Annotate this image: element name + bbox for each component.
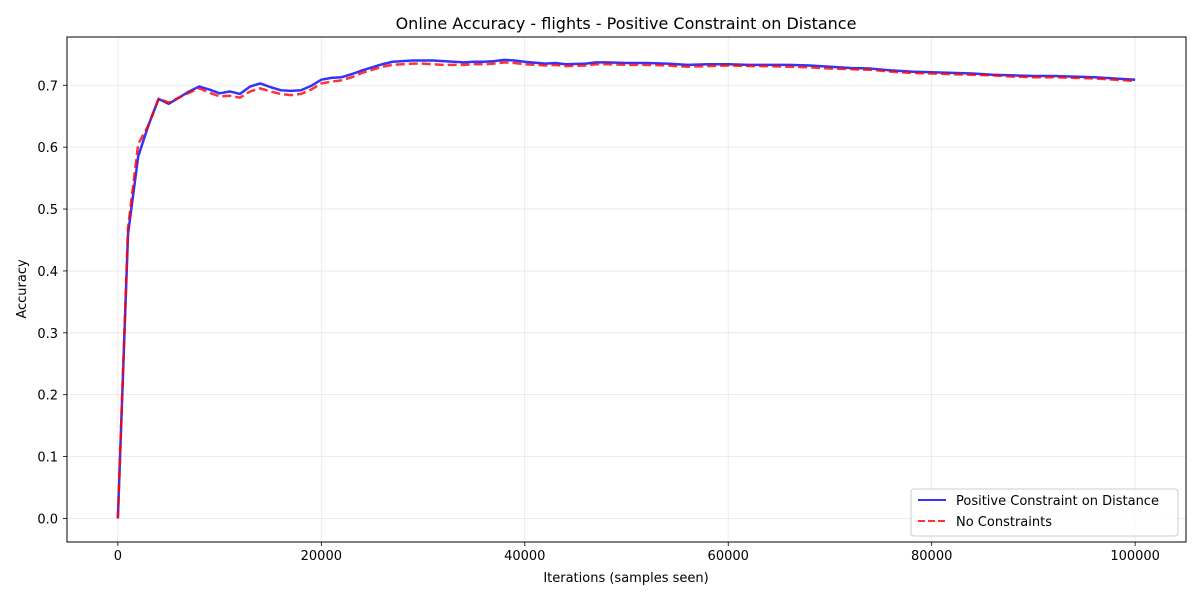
legend-box (910, 488, 1179, 537)
y-tick-label: 0.6 (37, 141, 58, 156)
y-tick-label: 0.1 (37, 451, 58, 466)
x-tick-label: 80000 (911, 549, 952, 564)
series-lines (116, 58, 1136, 519)
x-axis-title: Iterations (samples seen) (543, 571, 708, 586)
x-tick-label: 60000 (708, 549, 749, 564)
plot-frame (66, 36, 1187, 543)
y-tick-label: 0.4 (37, 265, 58, 280)
y-tick-label: 0.7 (37, 79, 58, 94)
chart-title: Online Accuracy - flights - Positive Con… (396, 14, 857, 33)
legend: Positive Constraint on Distance No Const… (910, 488, 1179, 537)
x-tick-label: 40000 (504, 549, 545, 564)
y-tick-label: 0.5 (37, 203, 58, 218)
y-tick-label: 0.3 (37, 327, 58, 342)
y-tick-label: 0.0 (37, 512, 58, 527)
y-tick-label: 0.2 (37, 389, 58, 404)
y-axis-title: Accuracy (15, 259, 30, 319)
legend-label-no-constraints: No Constraints (956, 515, 1052, 530)
series-line-no-constraints (116, 61, 1136, 519)
legend-label-positive-constraint: Positive Constraint on Distance (956, 494, 1159, 509)
x-tick-label: 100000 (1110, 549, 1160, 564)
x-tick-label: 0 (114, 549, 122, 564)
x-tick-label: 20000 (301, 549, 342, 564)
axis-ticks: 0 20000 40000 60000 80000 100000 0.0 0.1 0.2 0.3 0… (37, 79, 1160, 564)
